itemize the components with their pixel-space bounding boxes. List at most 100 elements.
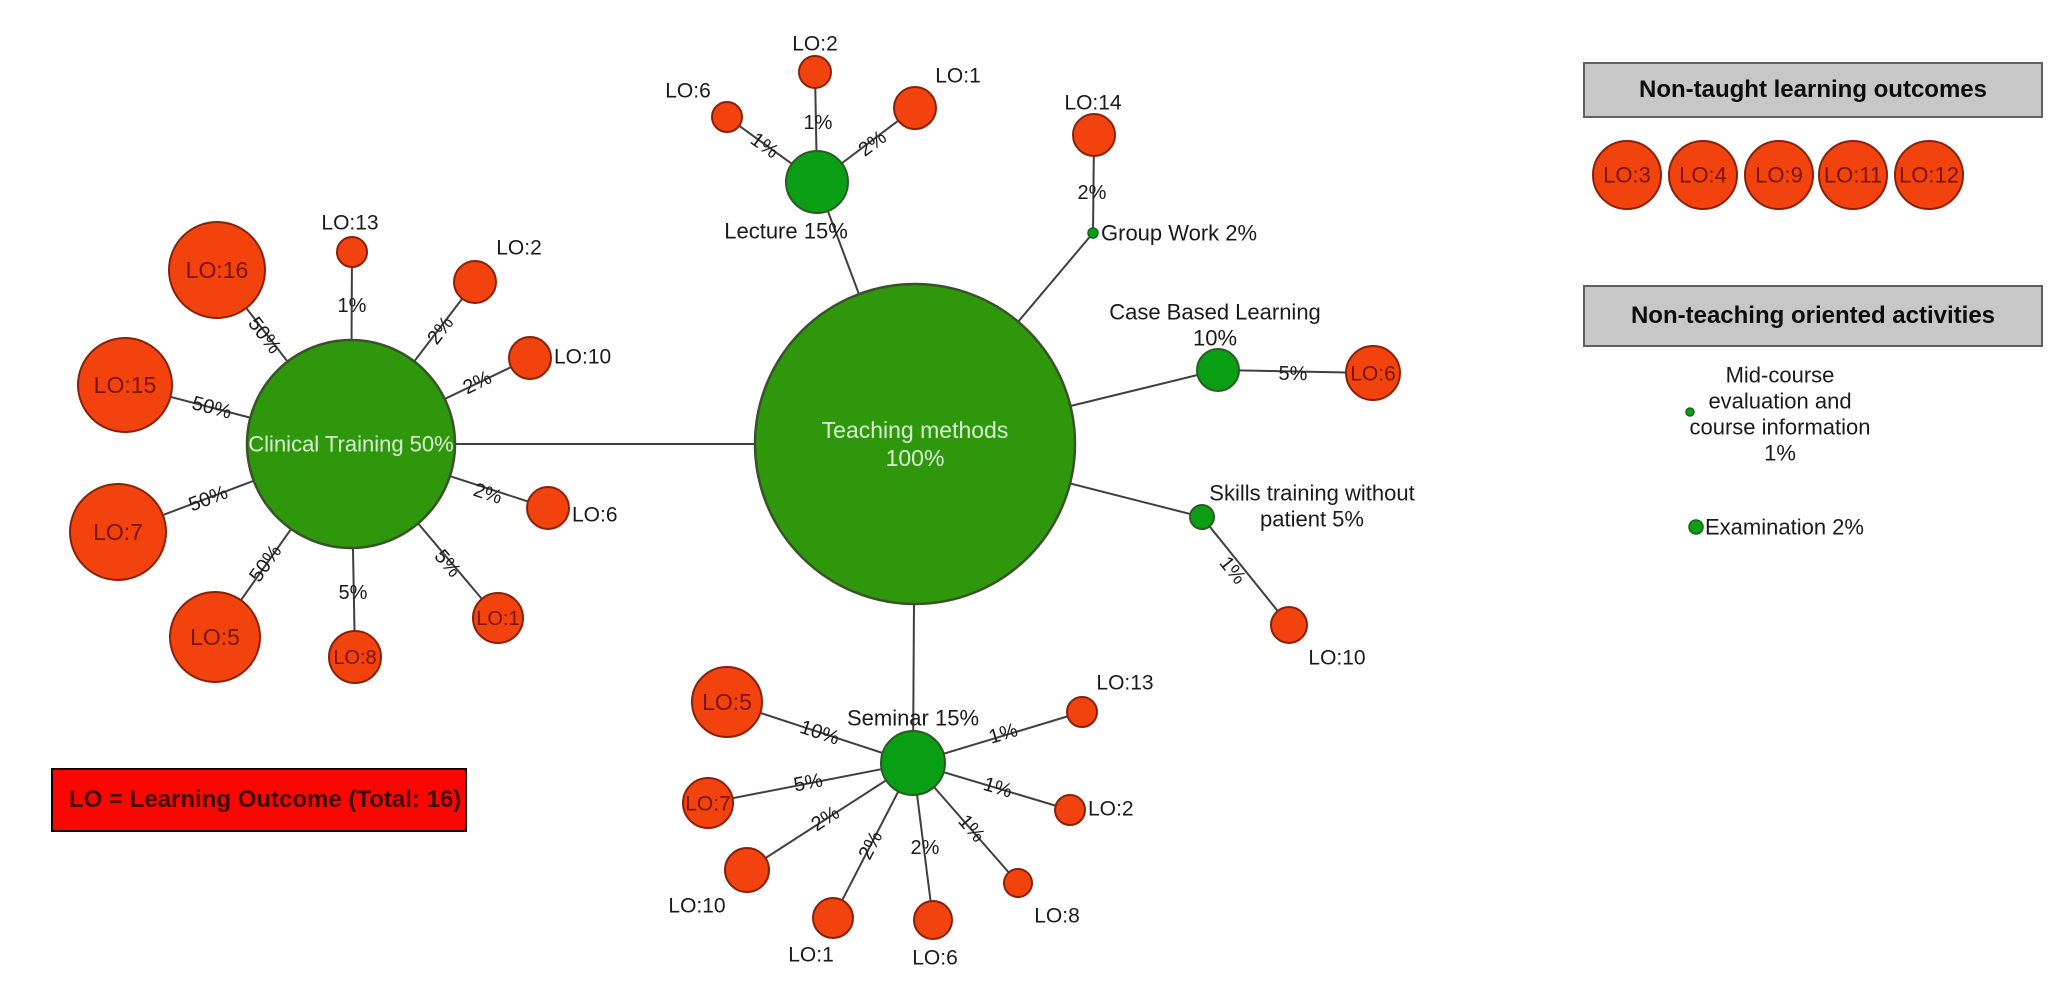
node-label-leg_lo3: LO:3: [1603, 163, 1651, 188]
node-label-leg_lo9: LO:9: [1755, 163, 1803, 188]
node-label-c_lo1: LO:1: [476, 608, 519, 630]
node-sem_lo5: [691, 666, 763, 738]
edge-label-clinical-c_lo6: 2%: [471, 479, 505, 509]
node-leg_lo3: [1592, 140, 1662, 210]
node-l_lo2: [798, 55, 832, 89]
node-label-s_lo10: LO:10: [1308, 646, 1365, 669]
node-label-g_lo14: LO:14: [1064, 91, 1122, 114]
node-label-skills: Skills training without patient 5%: [1209, 481, 1414, 532]
edge-label-clinical-c_lo8: 5%: [339, 582, 368, 604]
node-label-sem_lo13: LO:13: [1096, 671, 1153, 694]
node-sem_lo7: [682, 777, 734, 829]
edge-label-clinical-c_lo1: 5%: [430, 546, 466, 582]
node-sem_lo6: [913, 900, 953, 940]
node-seminar: [880, 730, 946, 796]
node-label-sem_lo2: LO:2: [1088, 797, 1134, 820]
node-skills: [1189, 504, 1215, 530]
node-label-sem_lo1: LO:1: [788, 943, 834, 966]
edge-label-seminar-sem_lo6: 2%: [911, 837, 940, 859]
legend-header-non-teaching: Non-teaching oriented activities: [1583, 285, 2043, 347]
node-label-c_lo2: LO:2: [496, 236, 542, 259]
node-label-lecture: Lecture 15%: [724, 219, 848, 244]
node-sem_lo2: [1054, 794, 1086, 826]
node-c_lo8: [328, 630, 382, 684]
node-label-teaching: Teaching methods 100%: [822, 417, 1009, 471]
node-label-sem_lo10: LO:10: [668, 894, 725, 917]
node-label-sem_lo8: LO:8: [1034, 904, 1080, 927]
edge-label-clinical-c_lo5: 50%: [245, 541, 286, 587]
node-sem_lo10: [724, 847, 770, 893]
node-label-exam: Examination 2%: [1705, 515, 1864, 540]
node-cbl: [1196, 348, 1240, 392]
node-c_lo6: [526, 486, 570, 530]
node-c_lo5: [169, 591, 261, 683]
edge-label-seminar-sem_lo5: 10%: [797, 716, 842, 749]
node-label-groupwork: Group Work 2%: [1101, 221, 1257, 246]
node-label-sem_lo6: LO:6: [912, 946, 958, 969]
node-c_lo1: [472, 592, 524, 644]
node-label-l_lo1: LO:1: [935, 64, 981, 87]
edge-skills-s_lo10: [1201, 516, 1290, 626]
node-label-cbl: Case Based Learning 10%: [1109, 300, 1321, 351]
node-c_lo15: [77, 337, 173, 433]
node-c_lo13: [336, 236, 368, 268]
edge-label-groupwork-g_lo14: 2%: [1078, 182, 1107, 204]
node-midcourse: [1685, 407, 1695, 417]
edge-label-clinical-c_lo13: 1%: [338, 295, 367, 317]
edge-label-seminar-sem_lo10: 2%: [807, 802, 843, 836]
edge-seminar-sem_lo7: [707, 762, 914, 804]
node-lecture: [785, 150, 849, 214]
node-label-leg_lo4: LO:4: [1679, 163, 1727, 188]
node-groupwork: [1087, 227, 1099, 239]
legend-header-non-teaching-label: Non-teaching oriented activities: [1630, 302, 1996, 329]
node-label-c_lo8: LO:8: [333, 647, 376, 669]
node-label-l_lo2: LO:2: [792, 32, 838, 55]
node-label-l_lo6: LO:6: [665, 79, 711, 102]
edge-label-skills-s_lo10: 1%: [1215, 552, 1250, 588]
node-leg_lo11: [1818, 140, 1888, 210]
node-label-sem_lo7: LO:7: [685, 792, 731, 815]
node-c_lo16: [168, 221, 266, 319]
node-label-c_lo7: LO:7: [93, 519, 143, 545]
node-c_lo7: [69, 483, 167, 581]
edge-label-clinical-c_lo10: 2%: [460, 367, 496, 399]
node-sem_lo1: [812, 897, 854, 939]
node-label-c_lo13: LO:13: [321, 211, 378, 234]
node-teaching: [753, 282, 1077, 606]
node-sem_lo13: [1066, 696, 1098, 728]
node-label-clinical: Clinical Training 50%: [248, 432, 453, 457]
node-s_lo10: [1270, 606, 1308, 644]
node-label-cb_lo6: LO:6: [1350, 362, 1396, 385]
edge-label-clinical-c_lo7: 50%: [186, 481, 231, 516]
node-leg_lo9: [1744, 140, 1814, 210]
node-label-c_lo5: LO:5: [190, 624, 240, 650]
node-leg_lo4: [1668, 140, 1738, 210]
node-clinical: [245, 338, 457, 550]
node-c_lo2: [453, 260, 497, 304]
edge-label-seminar-sem_lo2: 1%: [981, 773, 1015, 802]
node-label-midcourse: Mid-course evaluation and course informati…: [1690, 363, 1871, 466]
edge-label-lecture-l_lo2: 1%: [804, 112, 833, 134]
node-label-c_lo10: LO:10: [554, 345, 611, 368]
node-l_lo6: [711, 101, 743, 133]
legend-header-non-taught: Non-taught learning outcomes: [1583, 62, 2043, 118]
edge-label-cbl-cb_lo6: 5%: [1278, 363, 1308, 386]
node-exam: [1688, 519, 1704, 535]
node-label-sem_lo5: LO:5: [702, 689, 752, 715]
node-cb_lo6: [1345, 345, 1401, 401]
node-c_lo10: [508, 336, 552, 380]
node-sem_lo8: [1003, 868, 1033, 898]
node-label-c_lo15: LO:15: [94, 372, 157, 398]
edge-label-seminar-sem_lo7: 5%: [792, 769, 825, 796]
node-label-seminar: Seminar 15%: [847, 706, 979, 731]
node-leg_lo12: [1894, 140, 1964, 210]
node-label-c_lo16: LO:16: [186, 257, 249, 283]
learning-outcome-note: LO = Learning Outcome (Total: 16): [51, 768, 467, 832]
node-label-leg_lo11: LO:11: [1824, 163, 1882, 188]
node-l_lo1: [893, 86, 937, 130]
legend-header-non-taught-label: Non-taught learning outcomes: [1639, 76, 1987, 103]
learning-outcome-note-label: LO = Learning Outcome (Total: 16): [69, 786, 462, 813]
edge-label-seminar-sem_lo13: 1%: [986, 719, 1020, 748]
